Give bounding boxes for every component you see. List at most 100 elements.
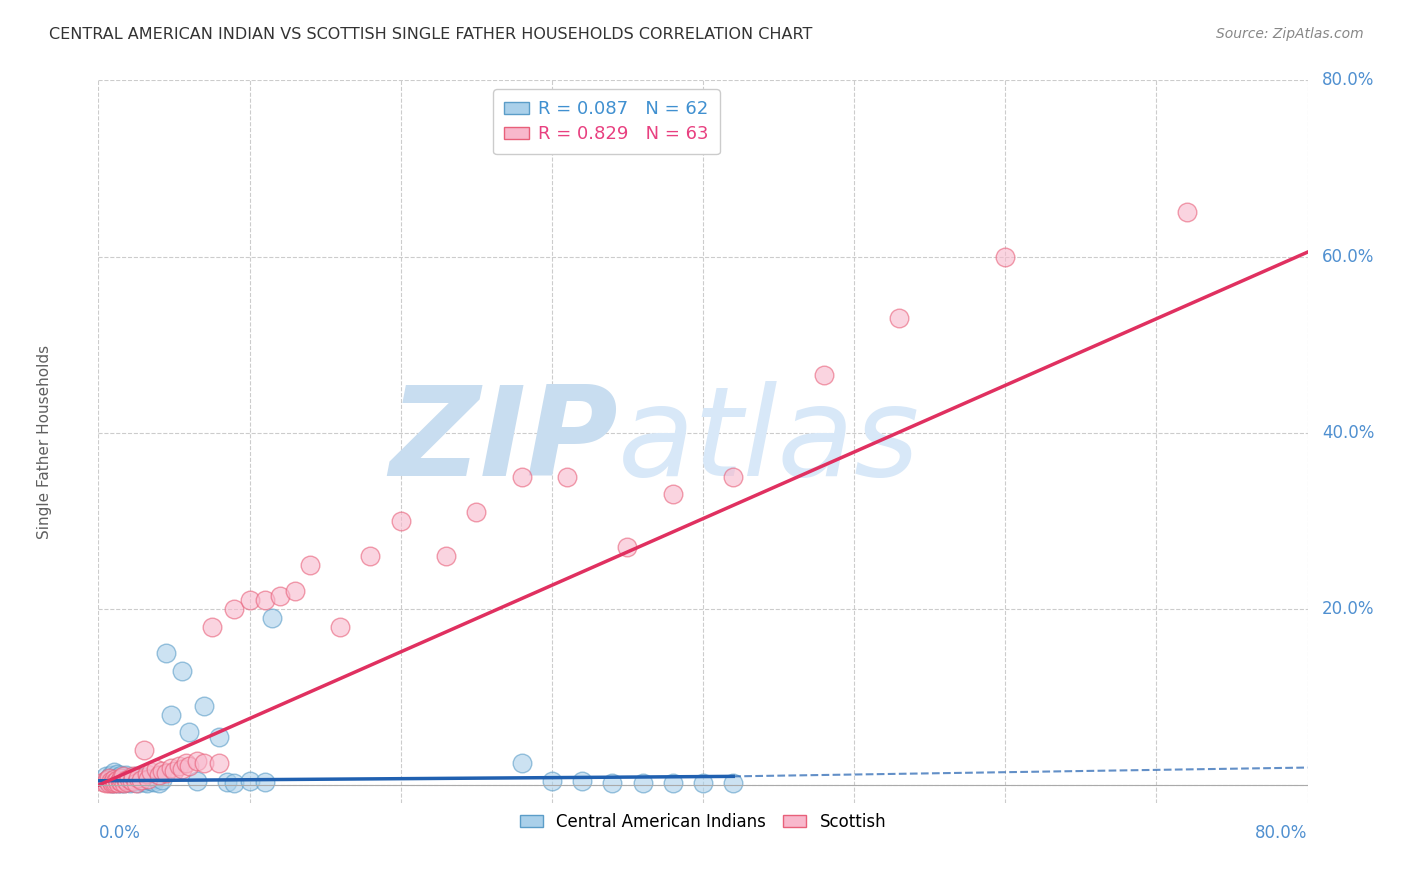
Point	[98, 771, 121, 785]
Point	[91, 774, 114, 789]
Point	[239, 593, 262, 607]
Point	[100, 773, 122, 788]
Point	[120, 775, 142, 789]
Point	[143, 774, 166, 789]
Point	[193, 756, 215, 771]
Point	[111, 771, 134, 785]
Point	[127, 775, 149, 789]
Point	[434, 549, 457, 563]
Point	[360, 549, 382, 563]
Point	[179, 725, 201, 739]
Point	[224, 602, 246, 616]
Point	[100, 767, 122, 781]
Point	[723, 775, 745, 789]
Point	[94, 769, 117, 783]
Point	[107, 775, 129, 789]
Point	[111, 769, 134, 783]
Point	[105, 772, 128, 786]
Point	[101, 775, 124, 789]
Point	[813, 368, 835, 383]
Point	[148, 775, 170, 789]
Point	[208, 730, 231, 744]
Point	[155, 646, 177, 660]
Point	[103, 776, 125, 790]
Point	[104, 774, 127, 789]
Point	[510, 470, 533, 484]
Point	[96, 772, 118, 787]
Point	[994, 250, 1017, 264]
Point	[104, 774, 127, 789]
Point	[160, 707, 183, 722]
Point	[98, 771, 121, 785]
Point	[111, 774, 134, 789]
Point	[284, 584, 307, 599]
Point	[132, 743, 155, 757]
Point	[103, 776, 125, 790]
Point	[141, 764, 163, 779]
Point	[122, 769, 145, 783]
Point	[163, 764, 186, 778]
Point	[571, 773, 593, 788]
Point	[224, 775, 246, 789]
Point	[540, 773, 562, 788]
Text: CENTRAL AMERICAN INDIAN VS SCOTTISH SINGLE FATHER HOUSEHOLDS CORRELATION CHART: CENTRAL AMERICAN INDIAN VS SCOTTISH SING…	[49, 27, 813, 42]
Point	[201, 619, 224, 633]
Text: 80.0%: 80.0%	[1256, 824, 1308, 842]
Point	[631, 776, 654, 790]
Point	[389, 514, 412, 528]
Point	[118, 773, 141, 788]
Point	[889, 311, 911, 326]
Point	[555, 470, 578, 484]
Point	[141, 773, 163, 788]
Point	[253, 593, 276, 607]
Point	[125, 772, 148, 787]
Point	[145, 771, 167, 785]
Point	[127, 771, 149, 785]
Point	[135, 775, 157, 789]
Point	[110, 772, 132, 786]
Text: Single Father Households: Single Father Households	[37, 344, 52, 539]
Point	[105, 766, 128, 780]
Point	[253, 774, 276, 789]
Point	[239, 773, 262, 788]
Point	[150, 764, 173, 778]
Point	[135, 766, 157, 780]
Point	[114, 768, 136, 782]
Point	[103, 769, 125, 783]
Point	[108, 773, 131, 788]
Point	[148, 767, 170, 781]
Point	[215, 774, 238, 789]
Point	[661, 487, 683, 501]
Point	[108, 773, 131, 788]
Point	[94, 775, 117, 789]
Point	[1175, 205, 1198, 219]
Point	[112, 775, 135, 789]
Point	[114, 772, 136, 787]
Point	[121, 773, 143, 788]
Text: 40.0%: 40.0%	[1322, 424, 1375, 442]
Point	[723, 470, 745, 484]
Point	[692, 776, 714, 790]
Point	[105, 772, 128, 787]
Point	[132, 770, 155, 784]
Point	[129, 772, 152, 787]
Point	[661, 775, 683, 789]
Point	[132, 774, 155, 789]
Point	[98, 775, 121, 789]
Point	[329, 619, 352, 633]
Point	[510, 756, 533, 771]
Point	[125, 769, 148, 783]
Point	[107, 770, 129, 784]
Point	[602, 775, 624, 789]
Point	[179, 759, 201, 773]
Point	[170, 762, 193, 776]
Text: 60.0%: 60.0%	[1322, 247, 1375, 266]
Point	[160, 760, 183, 774]
Point	[103, 764, 125, 779]
Text: 20.0%: 20.0%	[1322, 600, 1375, 618]
Point	[299, 558, 322, 572]
Point	[167, 759, 190, 773]
Point	[170, 664, 193, 678]
Point	[262, 611, 284, 625]
Point	[465, 505, 488, 519]
